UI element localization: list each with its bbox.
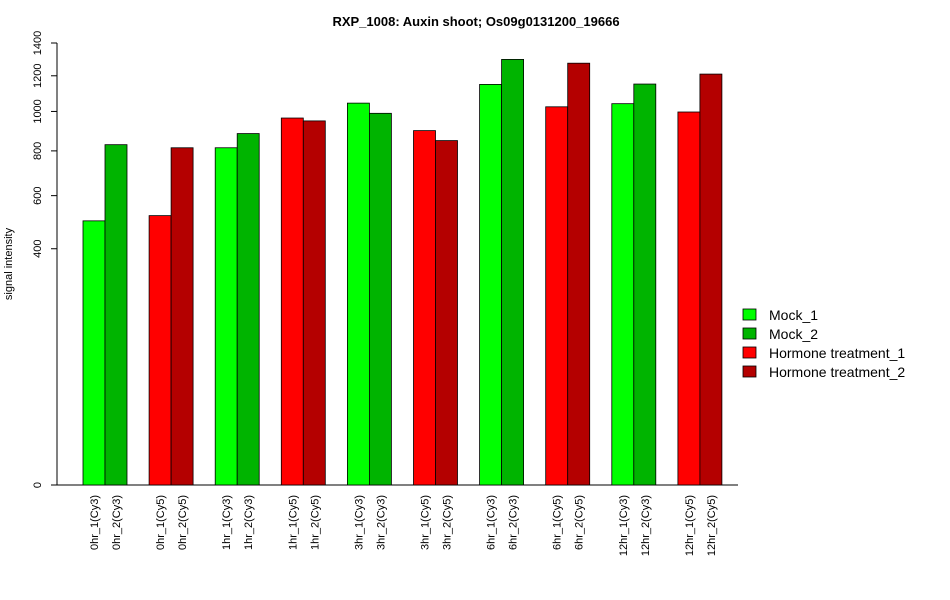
bar <box>214 147 238 486</box>
bar <box>104 144 128 486</box>
legend-label: Mock_1 <box>769 307 818 323</box>
x-tick-label: 12hr_1(Cy5) <box>684 495 696 556</box>
legend-label: Mock_2 <box>769 326 818 342</box>
bar <box>148 215 172 486</box>
x-tick-label: 6hr_1(Cy3) <box>486 495 498 550</box>
x-tick-label: 6hr_2(Cy5) <box>574 495 586 550</box>
x-tick-label: 3hr_1(Cy5) <box>420 495 432 550</box>
bar <box>435 140 458 486</box>
x-tick-label: 12hr_2(Cy5) <box>706 495 718 556</box>
chart-title: RXP_1008: Auxin shoot; Os09g0131200_1966… <box>332 14 619 29</box>
bar <box>82 220 106 486</box>
x-tick-label: 12hr_1(Cy3) <box>618 495 630 556</box>
y-tick-label: 600 <box>32 186 44 204</box>
bar <box>346 102 370 486</box>
bar <box>677 111 701 486</box>
legend-label: Hormone treatment_2 <box>769 364 905 380</box>
plot-area: 0 400 600 800 1000 1200 1400 0hr_1(Cy3) 0hr_2(Cy… <box>32 31 738 556</box>
x-tick-label: 1hr_1(Cy5) <box>287 495 299 550</box>
legend-swatch <box>742 365 757 378</box>
bar <box>545 106 569 486</box>
legend-swatch <box>742 327 757 340</box>
x-tick-label: 1hr_2(Cy5) <box>309 495 321 550</box>
x-tick-label: 0hr_2(Cy3) <box>111 495 123 550</box>
x-tick-label: 3hr_2(Cy3) <box>375 495 387 550</box>
y-axis-label: signal intensity <box>3 227 15 300</box>
bar <box>368 112 392 486</box>
bar <box>567 62 591 486</box>
x-tick-label: 0hr_2(Cy5) <box>177 495 189 550</box>
y-tick-label: 800 <box>32 142 44 160</box>
bar <box>236 133 260 486</box>
x-tick-label: 0hr_1(Cy5) <box>155 495 167 550</box>
x-tick-label: 1hr_1(Cy3) <box>221 495 233 550</box>
y-tick-label: 1400 <box>32 31 44 55</box>
y-tick-label: 1200 <box>32 64 44 88</box>
bar <box>302 120 326 486</box>
bar <box>699 73 723 486</box>
y-tick-label: 1000 <box>32 99 44 123</box>
y-tick-label: 0 <box>32 482 44 488</box>
bar <box>413 130 436 486</box>
x-tick-label: 0hr_1(Cy3) <box>89 495 101 550</box>
bar <box>479 84 503 486</box>
y-tick-label: 400 <box>32 240 44 258</box>
bar <box>170 147 194 486</box>
legend: Mock_1 Mock_2 Hormone treatment_1 Hormone t… <box>742 307 905 380</box>
x-tick-label: 3hr_1(Cy3) <box>353 495 365 550</box>
bar <box>501 59 525 486</box>
legend-swatch <box>742 308 757 321</box>
bar <box>280 117 304 486</box>
legend-label: Hormone treatment_1 <box>769 345 905 361</box>
x-tick-label: 3hr_2(Cy5) <box>442 495 454 550</box>
x-tick-label: 6hr_1(Cy5) <box>552 495 564 550</box>
bar <box>633 83 657 486</box>
bar <box>611 103 635 486</box>
x-tick-label: 1hr_2(Cy3) <box>243 495 255 550</box>
x-tick-label: 12hr_2(Cy3) <box>640 495 652 556</box>
x-tick-label: 6hr_2(Cy3) <box>508 495 520 550</box>
legend-swatch <box>742 346 757 359</box>
